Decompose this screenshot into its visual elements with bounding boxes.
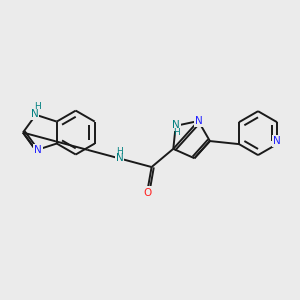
Text: O: O [143, 188, 152, 197]
Text: H: H [34, 102, 40, 111]
Text: N: N [273, 136, 281, 146]
Text: N: N [116, 153, 123, 164]
Text: N: N [195, 116, 203, 126]
Text: N: N [34, 145, 41, 155]
Text: N: N [31, 109, 38, 119]
Text: H: H [173, 128, 180, 137]
Text: N: N [172, 120, 180, 130]
Text: H: H [116, 147, 123, 156]
